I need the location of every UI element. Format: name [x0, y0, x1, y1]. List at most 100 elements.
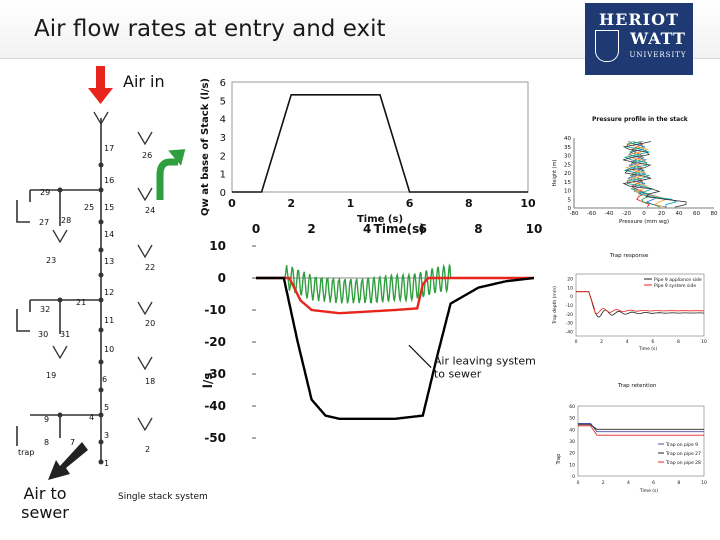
- x-tick-label: -40: [605, 211, 614, 217]
- logo-text-heriot: HERIOT: [599, 10, 679, 29]
- y-tick-label: 25: [564, 162, 571, 168]
- svg-text:5: 5: [104, 403, 109, 412]
- y-axis-label: Height (m): [552, 160, 558, 187]
- air-in-label: Air in: [123, 72, 165, 91]
- y-axis-label: Qw at base of Stack (l/s): [200, 78, 211, 216]
- x-tick-label: 40: [676, 211, 683, 217]
- air-leaving-annotation: Air leaving system to sewer: [434, 354, 536, 380]
- pressure-trace-3: [625, 141, 668, 208]
- y-tick-label: 40: [564, 136, 571, 142]
- svg-text:13: 13: [104, 257, 114, 266]
- y-tick-label: 35: [564, 145, 571, 151]
- svg-text:27: 27: [39, 218, 49, 227]
- x-tick-label: 6: [651, 339, 654, 345]
- svg-text:4: 4: [89, 413, 94, 422]
- x-tick-label: 0: [252, 222, 260, 236]
- x-axis-label: Time (s): [638, 346, 658, 352]
- y-tick-label: 0: [220, 188, 226, 199]
- chart-title: Trap response: [609, 253, 649, 259]
- svg-text:29: 29: [40, 188, 50, 197]
- legend-label: Pipe 9 system side: [654, 283, 696, 289]
- y-tick-label: 5: [568, 197, 572, 203]
- x-tick-label: 2: [287, 197, 295, 210]
- trap-retention-series-1: [578, 424, 704, 430]
- x-tick-label: -60: [587, 211, 596, 217]
- y-tick-label: 30: [569, 439, 575, 445]
- svg-text:24: 24: [145, 206, 155, 215]
- x-tick-label: 1: [347, 197, 355, 210]
- x-tick-label: 4: [627, 480, 630, 486]
- y-tick-label: 10: [569, 462, 575, 468]
- svg-text:trap: trap: [18, 448, 34, 457]
- y-tick-label: 0: [572, 474, 575, 480]
- svg-text:6: 6: [102, 375, 107, 384]
- x-tick-label: 2: [600, 339, 603, 345]
- x-tick-label: 10: [701, 339, 707, 345]
- x-tick-label: 10: [520, 197, 536, 210]
- y-tick-label: -40: [566, 330, 573, 336]
- svg-text:22: 22: [145, 263, 155, 272]
- x-axis-label: Pressure (mm wg): [619, 219, 669, 225]
- svg-text:11: 11: [104, 316, 114, 325]
- x-axis-label: Time (s): [639, 488, 659, 494]
- y-tick-label: 20: [564, 171, 571, 177]
- plot-area: [575, 273, 705, 337]
- x-tick-label: 8: [465, 197, 473, 210]
- chart-title: Pressure profile in the stack: [592, 116, 689, 123]
- x-tick-label: 0: [642, 211, 646, 217]
- svg-text:2: 2: [145, 445, 150, 454]
- x-tick-label: 80: [711, 211, 718, 217]
- svg-text:17: 17: [104, 144, 114, 153]
- y-tick-label: -30: [566, 321, 573, 327]
- y-tick-label: -50: [204, 431, 226, 445]
- x-tick-label: 10: [526, 222, 543, 236]
- y-tick-label: -40: [204, 399, 226, 413]
- annotation-pointer: [408, 344, 432, 369]
- x-axis-label: Time (s): [357, 214, 403, 224]
- x-tick-label: 8: [677, 339, 680, 345]
- x-tick-label: 60: [693, 211, 700, 217]
- x-tick-label: -80: [570, 211, 579, 217]
- y-axis-label: Trap depth (mm): [552, 286, 558, 325]
- pressure-profile-chart: Pressure profile in the stack 0 5 10 15 20 25 3…: [552, 116, 718, 225]
- university-logo: HERIOT WATT UNIVERSITY: [585, 3, 693, 75]
- y-tick-label: 10: [564, 189, 571, 195]
- svg-text:31: 31: [60, 330, 70, 339]
- x-tick-label: 0: [575, 339, 578, 345]
- legend-label: Trap on pipe 27: [665, 451, 701, 457]
- air-recirculation-arrow-icon: [156, 149, 186, 200]
- x-tick-label: 8: [677, 480, 680, 486]
- x-tick-label: 20: [658, 211, 665, 217]
- svg-text:28: 28: [61, 216, 71, 225]
- x-tick-label: 4: [363, 222, 371, 236]
- x-tick-label: 2: [602, 480, 605, 486]
- svg-text:3: 3: [104, 431, 109, 440]
- trap-retention-series-2: [578, 425, 704, 436]
- single-stack-label: Single stack system: [118, 492, 208, 502]
- svg-text:18: 18: [145, 377, 155, 386]
- x-axis-label: Time(s): [374, 222, 425, 236]
- logo-text-university: UNIVERSITY: [629, 51, 687, 59]
- x-tick-label: 0: [228, 197, 236, 210]
- y-tick-label: -20: [204, 335, 226, 349]
- svg-text:1: 1: [104, 459, 109, 468]
- stack-schematic: 17 26 16 29 25 15 24 27 28 14 23 13 22 1…: [16, 66, 186, 480]
- x-tick-label: 6: [419, 222, 427, 236]
- y-tick-label: 3: [220, 133, 226, 144]
- crest-icon: [595, 30, 619, 62]
- air-in-arrow-icon: [88, 66, 113, 104]
- x-tick-label: 10: [701, 480, 707, 486]
- stack-node-labels: 17 26 16 29 25 15 24 27 28 14 23 13 22 1…: [18, 144, 155, 468]
- chart-title: Trap retention: [617, 383, 657, 389]
- qw-chart: 0 1 2 3 4 5 6 0 2 1 6 8 10 Time (s) Qw at base of Stac…: [200, 78, 536, 224]
- air-exit-chart: 0 2 4 6 8 10 Time(s) 10 0 -10 -20 -30 -40 -50 Air leav…: [201, 222, 543, 445]
- x-tick-label: 6: [406, 197, 414, 210]
- legend-label: Pipe 9 appliance side: [654, 277, 702, 283]
- y-tick-label: -10: [204, 303, 226, 317]
- x-tick-label: -20: [622, 211, 631, 217]
- svg-text:8: 8: [44, 438, 49, 447]
- svg-text:10: 10: [104, 345, 114, 354]
- y-tick-label: 60: [569, 404, 575, 410]
- svg-text:16: 16: [104, 176, 114, 185]
- svg-text:15: 15: [104, 203, 114, 212]
